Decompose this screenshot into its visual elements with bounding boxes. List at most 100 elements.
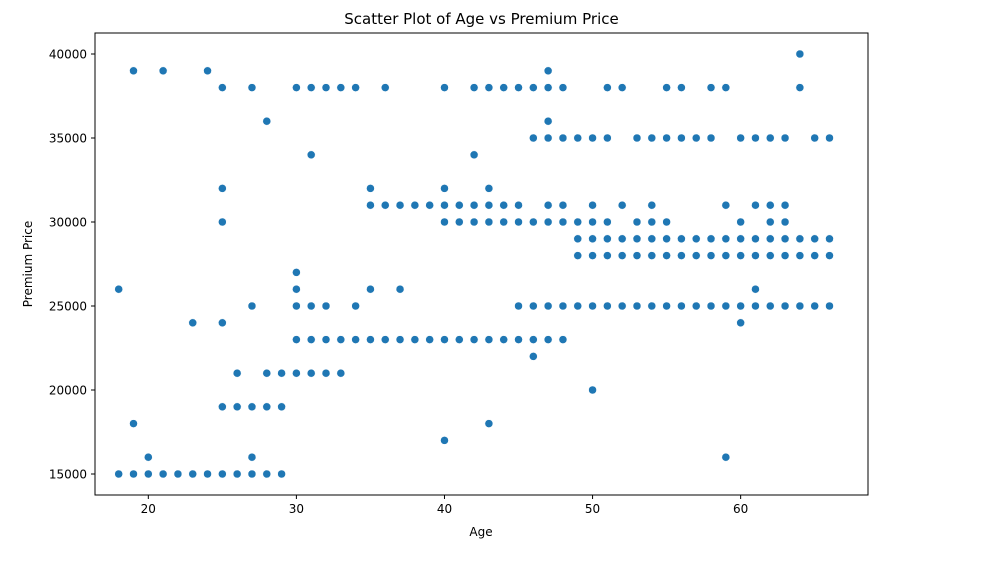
- data-point: [262, 368, 272, 378]
- data-point: [795, 251, 805, 260]
- data-point: [573, 251, 582, 260]
- data-point: [410, 335, 420, 344]
- data-point: [440, 217, 449, 227]
- data-point: [795, 234, 805, 244]
- plot-frame: [94, 32, 869, 496]
- data-point: [395, 284, 405, 294]
- data-point: [810, 234, 819, 244]
- data-point: [218, 469, 227, 479]
- data-point: [588, 251, 597, 260]
- data-point: [395, 335, 405, 344]
- data-point: [603, 234, 612, 244]
- data-point: [455, 200, 464, 210]
- data-point: [603, 133, 612, 143]
- data-point: [751, 284, 760, 294]
- data-point: [129, 66, 138, 76]
- data-point: [588, 133, 597, 143]
- y-tick-label: 40000: [49, 48, 87, 62]
- data-point: [306, 368, 316, 378]
- data-point: [232, 368, 242, 378]
- data-point: [484, 83, 494, 92]
- data-point: [469, 83, 479, 92]
- data-point: [306, 301, 316, 311]
- data-point: [691, 234, 701, 244]
- data-point: [662, 83, 671, 92]
- x-axis-ticks: 20 30 40 50 60: [141, 495, 748, 516]
- data-point: [469, 335, 479, 344]
- data-point: [114, 469, 123, 479]
- x-tick-label: 20: [141, 502, 156, 516]
- data-point: [677, 83, 686, 92]
- data-point: [543, 133, 553, 143]
- data-point: [514, 301, 523, 311]
- data-point: [691, 301, 701, 311]
- data-point: [647, 234, 657, 244]
- data-point: [766, 251, 775, 260]
- data-point: [292, 284, 301, 294]
- data-point: [558, 133, 568, 143]
- data-point: [825, 301, 834, 311]
- y-tick-label: 20000: [49, 384, 87, 398]
- data-point: [247, 469, 257, 479]
- data-point: [662, 301, 671, 311]
- data-point: [766, 217, 775, 227]
- data-point: [588, 217, 597, 227]
- y-tick-label: 25000: [49, 300, 87, 314]
- data-point: [203, 66, 212, 76]
- data-point: [499, 83, 508, 92]
- data-point: [588, 301, 597, 311]
- data-point: [795, 49, 805, 59]
- data-point: [351, 301, 360, 311]
- data-point: [706, 251, 716, 260]
- data-point: [647, 200, 657, 210]
- data-point: [499, 335, 508, 344]
- data-point: [218, 318, 227, 328]
- data-point: [218, 402, 227, 412]
- data-point: [292, 83, 301, 92]
- data-point: [543, 200, 553, 210]
- x-tick-label: 40: [437, 502, 452, 516]
- data-point: [736, 234, 745, 244]
- data-point: [736, 133, 745, 143]
- data-point: [543, 66, 553, 76]
- data-point: [573, 234, 582, 244]
- data-point: [766, 301, 775, 311]
- data-point: [588, 234, 597, 244]
- data-point: [558, 301, 568, 311]
- data-point: [573, 217, 582, 227]
- data-point: [336, 83, 346, 92]
- data-point: [381, 200, 390, 210]
- data-point: [603, 217, 612, 227]
- data-point: [173, 469, 183, 479]
- data-point: [558, 83, 568, 92]
- data-point: [780, 301, 790, 311]
- data-point: [721, 200, 731, 210]
- data-point: [736, 217, 745, 227]
- data-point: [706, 301, 716, 311]
- data-point: [558, 217, 568, 227]
- data-point: [662, 251, 671, 260]
- data-point: [543, 83, 553, 92]
- data-point: [780, 133, 790, 143]
- data-point: [484, 335, 494, 344]
- data-point: [751, 200, 760, 210]
- data-point: [499, 217, 508, 227]
- data-point: [218, 184, 227, 193]
- data-point: [751, 234, 760, 244]
- data-point: [440, 184, 449, 193]
- data-point: [366, 184, 375, 193]
- data-point: [247, 452, 257, 462]
- data-point: [292, 301, 301, 311]
- data-point: [617, 200, 627, 210]
- data-point: [617, 234, 627, 244]
- data-point: [484, 217, 494, 227]
- data-point: [440, 436, 449, 445]
- data-point: [277, 402, 286, 412]
- data-point: [425, 335, 434, 344]
- data-point: [721, 452, 731, 462]
- data-point: [529, 352, 538, 361]
- data-point: [543, 335, 553, 344]
- data-point: [529, 83, 538, 92]
- data-point: [262, 116, 272, 126]
